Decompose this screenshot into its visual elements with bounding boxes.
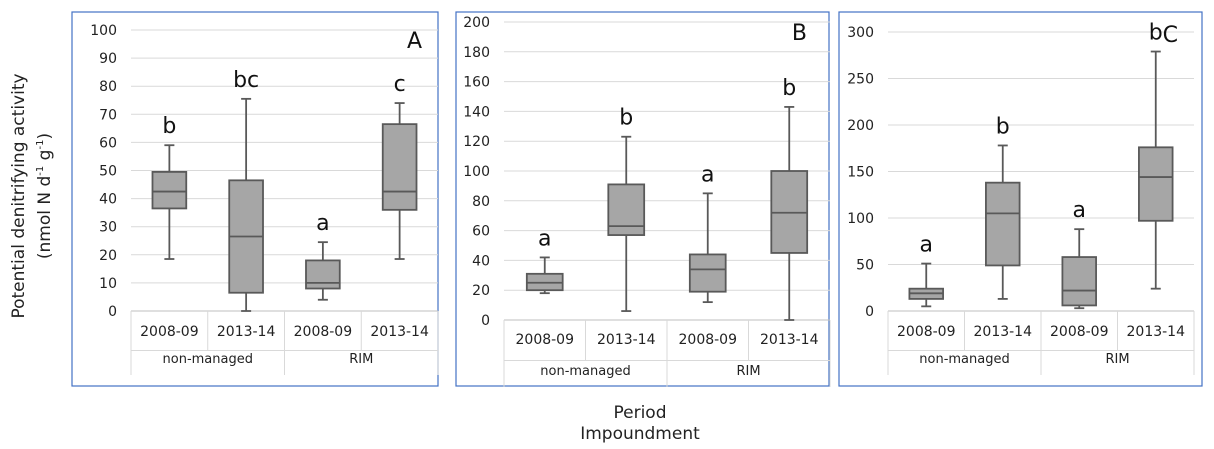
significance-letter: a <box>920 233 933 258</box>
x-category-label: 2013-14 <box>370 324 429 340</box>
x-category-label: 2008-09 <box>897 324 956 340</box>
y-tick-label: 0 <box>108 304 117 320</box>
box <box>1138 146 1174 222</box>
box <box>607 183 646 236</box>
x-category-label: 2008-09 <box>679 332 738 348</box>
x-category-label: 2013-14 <box>1127 324 1186 340</box>
y-tick-label: 70 <box>99 107 117 123</box>
y-tick-label: 50 <box>856 258 874 274</box>
significance-letter: b <box>162 114 176 139</box>
y-tick-label: 80 <box>99 79 117 95</box>
x-group-label: RIM <box>736 364 760 379</box>
panel-label: C <box>1163 23 1178 48</box>
panel-label: B <box>792 21 807 46</box>
significance-letter: bc <box>233 68 259 93</box>
y-tick-label: 200 <box>463 15 490 31</box>
significance-letter: a <box>538 226 551 251</box>
y-tick-label: 30 <box>99 220 117 236</box>
box <box>381 123 418 211</box>
y-tick-label: 140 <box>463 104 490 120</box>
y-tick-label: 250 <box>847 72 874 88</box>
x-category-label: 2008-09 <box>140 324 199 340</box>
y-tick-label: 120 <box>463 134 490 150</box>
y-tick-label: 180 <box>463 45 490 61</box>
y-tick-label: 150 <box>847 165 874 181</box>
x-group-label: non-managed <box>919 352 1009 367</box>
y-tick-label: 160 <box>463 75 490 91</box>
x-group-label: non-managed <box>540 364 630 379</box>
y-tick-label: 100 <box>463 164 490 180</box>
box <box>985 181 1021 267</box>
box <box>151 171 188 210</box>
x-category-label: 2013-14 <box>760 332 819 348</box>
y-tick-label: 60 <box>99 135 117 151</box>
x-category-label: 2013-14 <box>974 324 1033 340</box>
significance-letter: a <box>701 162 714 187</box>
x-category-label: 2013-14 <box>597 332 656 348</box>
y-tick-label: 200 <box>847 118 874 134</box>
x-category-label: 2008-09 <box>294 324 353 340</box>
significance-letter: b <box>996 114 1010 139</box>
x-category-label: 2008-09 <box>516 332 575 348</box>
x-axis-title-period: Period <box>613 403 667 423</box>
y-tick-label: 60 <box>472 224 490 240</box>
y-tick-label: 90 <box>99 51 117 67</box>
box <box>688 253 727 293</box>
significance-letter: a <box>1073 198 1086 223</box>
y-tick-label: 20 <box>472 283 490 299</box>
significance-letter: a <box>316 211 329 236</box>
y-tick-label: 100 <box>90 23 117 39</box>
y-tick-label: 100 <box>847 211 874 227</box>
box <box>1061 256 1097 307</box>
significance-letter: c <box>394 72 406 97</box>
y-tick-label: 0 <box>865 304 874 320</box>
panel-frame-C <box>838 11 1203 387</box>
x-group-label: RIM <box>1105 352 1129 367</box>
box <box>305 259 341 290</box>
significance-letter: b <box>1149 21 1163 46</box>
y-tick-label: 40 <box>472 253 490 269</box>
x-category-label: 2008-09 <box>1050 324 1109 340</box>
x-group-label: RIM <box>349 352 373 367</box>
significance-letter: b <box>619 106 633 131</box>
x-axis-title-impoundment: Impoundment <box>580 424 700 444</box>
panel-label: A <box>407 29 422 54</box>
significance-letter: b <box>782 76 796 101</box>
y-tick-label: 40 <box>99 192 117 208</box>
panel-frame-B <box>455 11 830 387</box>
y-tick-label: 0 <box>481 313 490 329</box>
y-tick-label: 20 <box>99 248 117 264</box>
x-group-label: non-managed <box>163 352 253 367</box>
y-tick-label: 50 <box>99 164 117 180</box>
y-tick-label: 80 <box>472 194 490 210</box>
y-tick-label: 300 <box>847 25 874 41</box>
x-category-label: 2013-14 <box>217 324 276 340</box>
y-tick-label: 10 <box>99 276 117 292</box>
